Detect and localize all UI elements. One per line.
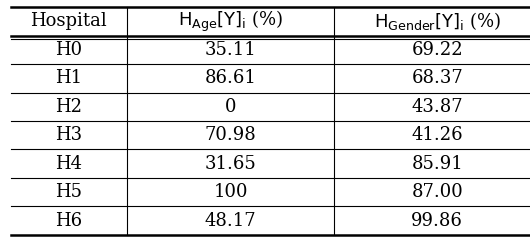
- Text: 86.61: 86.61: [205, 69, 257, 87]
- Text: H2: H2: [56, 98, 82, 116]
- Text: H4: H4: [56, 155, 82, 173]
- Text: 31.65: 31.65: [205, 155, 257, 173]
- Text: $\mathrm{H_{Age}[Y]_i}$ (%): $\mathrm{H_{Age}[Y]_i}$ (%): [178, 9, 283, 34]
- Text: Hospital: Hospital: [31, 13, 107, 30]
- Text: 99.86: 99.86: [411, 212, 463, 229]
- Text: 48.17: 48.17: [205, 212, 257, 229]
- Text: 0: 0: [225, 98, 236, 116]
- Text: H5: H5: [56, 183, 82, 201]
- Text: 41.26: 41.26: [411, 126, 463, 144]
- Text: H6: H6: [55, 212, 83, 229]
- Text: 87.00: 87.00: [411, 183, 463, 201]
- Text: $\mathrm{H_{Gender}[Y]_i}$ (%): $\mathrm{H_{Gender}[Y]_i}$ (%): [374, 10, 501, 32]
- Text: 69.22: 69.22: [411, 41, 463, 59]
- Text: H1: H1: [55, 69, 83, 87]
- Text: 85.91: 85.91: [411, 155, 463, 173]
- Text: 43.87: 43.87: [411, 98, 463, 116]
- Text: H0: H0: [55, 41, 83, 59]
- Text: 68.37: 68.37: [411, 69, 463, 87]
- Text: 35.11: 35.11: [205, 41, 257, 59]
- Text: 100: 100: [213, 183, 248, 201]
- Text: H3: H3: [55, 126, 83, 144]
- Text: 70.98: 70.98: [205, 126, 257, 144]
